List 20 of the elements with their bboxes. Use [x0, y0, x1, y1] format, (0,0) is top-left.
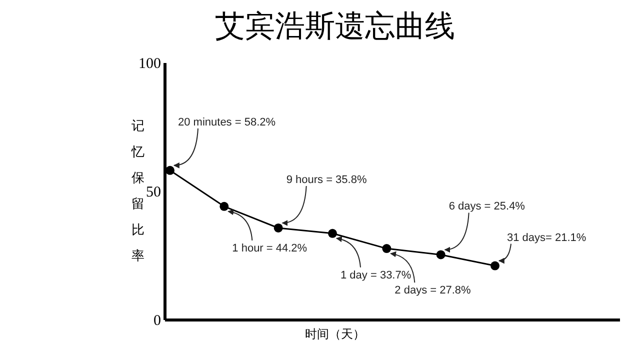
y-tick-label: 50: [146, 184, 161, 200]
point: [490, 261, 500, 270]
data-label: 6 days = 25.4%: [448, 200, 526, 213]
chart-title: 艾宾浩斯遗忘曲线: [215, 10, 455, 43]
y-axis-title: 记忆保留比率: [130, 118, 144, 263]
data-label: 20 minutes = 58.2%: [178, 116, 276, 128]
x-axis-title: 时间（天）: [305, 327, 365, 341]
y-tick-label: 100: [138, 56, 161, 72]
point: [166, 166, 174, 175]
point: [328, 228, 337, 238]
data-label: 31 days= 21.1%: [507, 232, 586, 244]
data-label: 1 hour = 44.2%: [232, 242, 308, 254]
point: [436, 250, 446, 260]
data-label: 2 days = 27.8%: [394, 284, 472, 297]
point: [382, 244, 392, 254]
point: [220, 202, 229, 211]
data-label: 9 hours = 35.8%: [286, 174, 367, 186]
point: [274, 223, 283, 232]
y-tick-label: 0: [154, 313, 161, 329]
data-label: 1 day = 33.7%: [340, 269, 412, 282]
